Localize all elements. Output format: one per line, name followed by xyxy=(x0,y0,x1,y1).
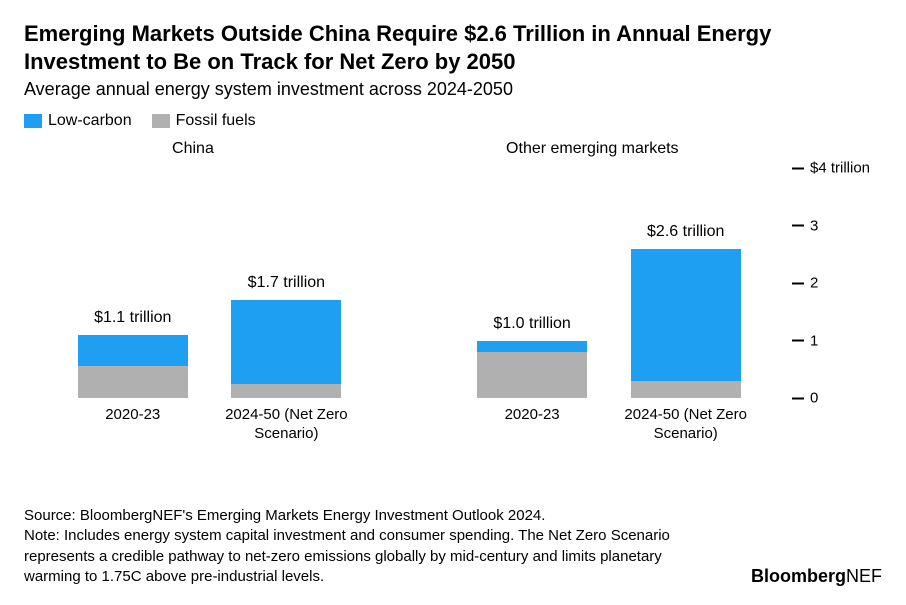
y-tick: 2 xyxy=(792,275,882,292)
y-tick: $4 trillion xyxy=(792,160,882,177)
y-tick: 3 xyxy=(792,217,882,234)
bar-segment-low-carbon xyxy=(631,249,741,381)
x-axis-label: 2020-23 xyxy=(58,406,208,425)
y-tick-mark xyxy=(792,397,804,399)
x-axis-label: 2020-23 xyxy=(457,406,607,425)
legend: Low-carbon Fossil fuels xyxy=(24,112,882,130)
brand-logo: BloombergNEF xyxy=(751,566,882,587)
bar-value-label: $2.6 trillion xyxy=(626,223,746,241)
y-tick-label: 0 xyxy=(810,390,818,407)
bar xyxy=(78,335,188,398)
chart-area: China Other emerging markets $1.1 trillion… xyxy=(24,138,882,448)
bar-segment-fossil xyxy=(78,366,188,398)
y-tick-label: 3 xyxy=(810,217,818,234)
bar-segment-low-carbon xyxy=(231,300,341,383)
footer: Source: BloombergNEF's Emerging Markets … xyxy=(24,506,882,587)
bar-segment-fossil xyxy=(477,352,587,398)
bar-value-label: $1.0 trillion xyxy=(472,315,592,333)
plot-area: ChinaOther emerging markets$1.1 trillion… xyxy=(24,168,792,398)
brand-bold: Bloomberg xyxy=(751,566,846,586)
chart-title: Emerging Markets Outside China Require $… xyxy=(24,20,882,75)
bar-segment-low-carbon xyxy=(78,335,188,367)
x-axis-label: 2024-50 (Net Zero Scenario) xyxy=(211,406,361,444)
bar xyxy=(631,249,741,399)
legend-label: Low-carbon xyxy=(48,112,132,130)
y-tick-mark xyxy=(792,340,804,342)
legend-swatch-low-carbon xyxy=(24,114,42,128)
y-axis: 0123$4 trillion xyxy=(792,168,882,398)
x-axis-label: 2024-50 (Net Zero Scenario) xyxy=(611,406,761,444)
y-tick-mark xyxy=(792,225,804,227)
legend-label: Fossil fuels xyxy=(176,112,256,130)
y-tick: 0 xyxy=(792,390,882,407)
bar-segment-fossil xyxy=(231,384,341,398)
legend-swatch-fossil xyxy=(152,114,170,128)
bar-value-label: $1.7 trillion xyxy=(226,274,346,292)
bar-segment-low-carbon xyxy=(477,341,587,353)
y-tick-label: $4 trillion xyxy=(810,160,870,177)
legend-item-fossil: Fossil fuels xyxy=(152,112,256,130)
brand-rest: NEF xyxy=(846,566,882,586)
legend-item-low-carbon: Low-carbon xyxy=(24,112,132,130)
bar-segment-fossil xyxy=(631,381,741,398)
group-label: Other emerging markets xyxy=(492,140,692,158)
chart-subtitle: Average annual energy system investment … xyxy=(24,79,882,100)
group-label: China xyxy=(93,140,293,158)
y-tick-mark xyxy=(792,282,804,284)
x-axis-labels: 2020-232024-50 (Net Zero Scenario)2020-2… xyxy=(24,402,792,448)
bar-value-label: $1.1 trillion xyxy=(73,309,193,327)
y-tick-label: 2 xyxy=(810,275,818,292)
source-note: Source: BloombergNEF's Emerging Markets … xyxy=(24,506,684,587)
y-tick: 1 xyxy=(792,332,882,349)
bar xyxy=(477,341,587,399)
bar xyxy=(231,300,341,398)
y-tick-label: 1 xyxy=(810,332,818,349)
y-tick-mark xyxy=(792,167,804,169)
